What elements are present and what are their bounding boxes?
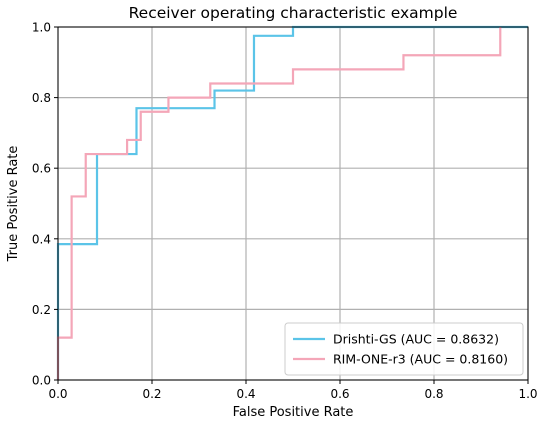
y-tick-label: 0.0 (32, 374, 51, 388)
x-tick-label: 0.4 (236, 387, 255, 401)
series-lines (56, 25, 528, 380)
legend-label-rimone: RIM-ONE-r3 (AUC = 0.8160) (333, 352, 508, 367)
x-axis-title: False Positive Rate (233, 405, 354, 420)
y-tick-label: 0.8 (32, 91, 51, 105)
series-line-rimone (56, 27, 502, 380)
legend-label-drishti: Drishti-GS (AUC = 0.8632) (333, 332, 499, 347)
x-axis-ticks: 0.0 0.2 0.4 0.6 0.8 1.0 (48, 380, 538, 401)
chart-title: Receiver operating characteristic exampl… (129, 4, 458, 22)
y-tick-label: 1.0 (32, 21, 51, 35)
x-tick-label: 0.0 (48, 387, 67, 401)
y-tick-label: 0.4 (32, 232, 51, 246)
plot-frame (57, 26, 529, 381)
x-tick-label: 0.2 (142, 387, 161, 401)
y-tick-label: 0.2 (32, 303, 51, 317)
x-tick-label: 0.8 (424, 387, 443, 401)
x-tick-label: 0.6 (330, 387, 349, 401)
x-tick-label: 1.0 (518, 387, 537, 401)
legend: Drishti-GS (AUC = 0.8632) RIM-ONE-r3 (AU… (284, 322, 524, 376)
y-tick-label: 0.6 (32, 162, 51, 176)
y-axis-title: True Positive Rate (6, 146, 21, 263)
series-line-drishti (56, 25, 528, 380)
y-axis-ticks: 0.0 0.2 0.4 0.6 0.8 1.0 (32, 21, 58, 388)
legend-box (284, 322, 524, 376)
